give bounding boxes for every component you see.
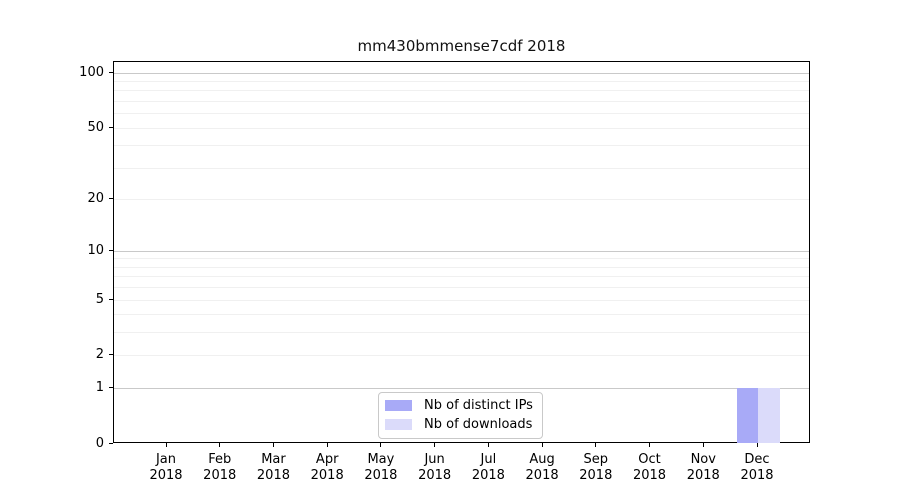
x-tick-mark <box>272 443 274 447</box>
bars-layer <box>114 62 809 443</box>
gridlines-layer <box>114 62 809 442</box>
y-tick-mark <box>109 298 113 300</box>
minor-gridline <box>114 355 809 357</box>
x-tick-mark <box>434 443 436 447</box>
y-tick-label: 1 <box>95 379 104 395</box>
x-tick-label-sep: Sep 2018 <box>579 452 613 483</box>
x-tick-mark <box>702 443 704 447</box>
y-tick-mark <box>109 442 113 444</box>
y-tick-label: 0 <box>95 435 104 451</box>
minor-gridline <box>114 127 809 129</box>
x-tick-label-apr: Apr 2018 <box>310 452 344 483</box>
x-tick-label-jan: Jan 2018 <box>149 452 183 483</box>
minor-gridline <box>114 81 809 82</box>
minor-gridline <box>114 266 809 268</box>
y-tick-mark <box>109 126 113 128</box>
x-tick-mark <box>165 443 167 447</box>
legend-item-downloads: Nb of downloads <box>385 417 533 432</box>
plot-area <box>113 61 810 443</box>
x-tick-label-oct: Oct 2018 <box>632 452 667 483</box>
minor-gridline <box>114 90 809 92</box>
x-tick-label-nov: Nov 2018 <box>686 452 720 483</box>
major-gridline <box>114 72 809 74</box>
y-tick-mark <box>109 197 113 199</box>
legend-item-distinct-ips: Nb of distinct IPs <box>385 398 533 413</box>
x-tick-mark <box>649 443 651 447</box>
major-gridline <box>114 250 809 252</box>
y-tick-label: 2 <box>95 347 104 363</box>
x-tick-mark <box>487 443 489 447</box>
x-tick-mark <box>756 443 758 447</box>
x-tick-mark <box>595 443 597 447</box>
legend-swatch-distinct-ips <box>385 400 412 411</box>
minor-gridline <box>114 276 809 278</box>
minor-gridline <box>114 113 809 115</box>
y-tick-label: 20 <box>87 190 104 206</box>
major-gridline <box>114 387 809 389</box>
legend-swatch-downloads <box>385 419 412 430</box>
x-tick-label-dec: Dec 2018 <box>740 452 774 483</box>
y-tick-label: 10 <box>87 242 104 258</box>
minor-gridline <box>114 258 809 260</box>
minor-gridline <box>114 100 809 102</box>
x-tick-label-aug: Aug 2018 <box>525 452 559 483</box>
minor-gridline <box>114 198 809 200</box>
minor-gridline <box>114 314 809 316</box>
x-tick-mark <box>326 443 328 447</box>
chart-title: mm430bmmense7cdf 2018 <box>357 37 566 55</box>
legend-label: Nb of downloads <box>424 417 533 432</box>
legend: Nb of distinct IPs Nb of downloads <box>378 392 543 439</box>
bar-series-0-dec <box>736 388 758 443</box>
bar-series-1-dec <box>758 388 780 443</box>
x-tick-label-may: May 2018 <box>364 452 398 483</box>
y-tick-label: 5 <box>95 291 104 307</box>
y-tick-label: 100 <box>79 64 104 80</box>
minor-gridline <box>114 167 809 169</box>
x-tick-label-jun: Jun 2018 <box>418 452 452 483</box>
x-tick-label-feb: Feb 2018 <box>203 452 237 483</box>
x-tick-label-mar: Mar 2018 <box>256 452 290 483</box>
y-tick-mark <box>109 354 113 356</box>
minor-gridline <box>114 332 809 334</box>
x-tick-mark <box>380 443 382 447</box>
minor-gridline <box>114 145 809 147</box>
x-tick-label-jul: Jul 2018 <box>471 452 505 483</box>
x-tick-mark <box>541 443 543 447</box>
y-tick-label: 50 <box>87 119 104 135</box>
minor-gridline <box>114 287 809 289</box>
legend-label: Nb of distinct IPs <box>424 398 533 413</box>
minor-gridline <box>114 299 809 301</box>
y-tick-mark <box>109 386 113 388</box>
y-tick-mark <box>109 249 113 251</box>
y-tick-mark <box>109 71 113 73</box>
x-tick-mark <box>219 443 221 447</box>
